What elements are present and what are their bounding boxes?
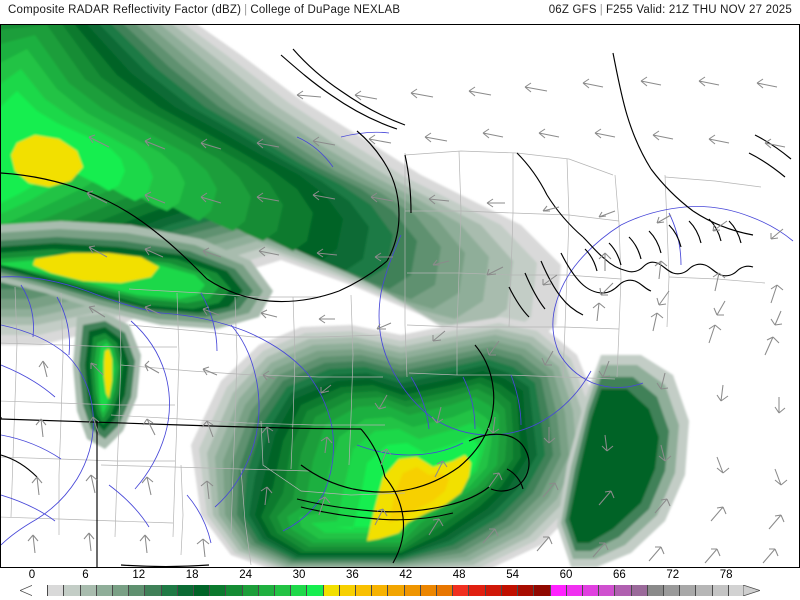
colorbar-segment[interactable] xyxy=(680,585,697,596)
colorbar-segment[interactable] xyxy=(615,585,632,596)
colorbar-tick-label: 30 xyxy=(292,569,306,581)
colorbar-tick-label: 72 xyxy=(666,569,680,581)
colorbar-segment[interactable] xyxy=(534,585,551,596)
colorbar-segment[interactable] xyxy=(145,585,162,596)
data-source-label: College of DuPage NEXLAB xyxy=(250,4,401,16)
colorbar-segment[interactable] xyxy=(712,585,729,596)
wind-vector-layer xyxy=(27,76,788,564)
colorbar-segment[interactable] xyxy=(501,585,519,596)
colorbar-segment[interactable] xyxy=(372,585,389,596)
colorbar-tick-label: 60 xyxy=(559,569,573,581)
colorbar-segment[interactable] xyxy=(582,585,600,596)
colorbar-segment[interactable] xyxy=(550,585,567,596)
colorbar-segment[interactable] xyxy=(291,585,308,596)
colorbar-segment[interactable] xyxy=(728,585,744,596)
forecast-valid-label: F255 Valid: 21Z THU NOV 27 2025 xyxy=(605,4,792,16)
colorbar-segment[interactable] xyxy=(242,585,259,596)
colorbar-segment[interactable] xyxy=(80,585,97,596)
colorbar-segment[interactable] xyxy=(420,585,438,596)
colorbar-segment[interactable] xyxy=(194,585,211,596)
colorbar-segment[interactable] xyxy=(453,585,470,596)
colorbar-tick-label: 66 xyxy=(612,569,626,581)
colorbar-segment[interactable] xyxy=(177,585,195,596)
colorbar-tick-label: 18 xyxy=(185,569,199,581)
colorbar-segment[interactable] xyxy=(696,585,713,596)
colorbar-segment[interactable] xyxy=(48,585,65,596)
colorbar-tick-label: 6 xyxy=(82,569,89,581)
reflectivity-contour-layer xyxy=(1,25,689,567)
colorbar-segments[interactable] xyxy=(32,585,744,596)
colorbar-segment[interactable] xyxy=(32,585,49,596)
colorbar-extend-right-arrow xyxy=(743,585,760,596)
colorbar-segment[interactable] xyxy=(663,585,681,596)
colorbar-segment[interactable] xyxy=(599,585,616,596)
contour-band-36dbz-core xyxy=(33,253,159,283)
colorbar-segment[interactable] xyxy=(275,585,292,596)
colorbar-segment[interactable] xyxy=(323,585,340,596)
colorbar-segment[interactable] xyxy=(485,585,502,596)
contour-36dbz-core-a xyxy=(11,135,83,187)
colorbar-segment[interactable] xyxy=(113,585,130,596)
state-border-layer xyxy=(1,48,792,567)
model-run-label: 06Z GFS xyxy=(548,4,597,16)
page-title: Composite RADAR Reflectivity Factor (dBZ… xyxy=(8,4,242,16)
colorbar-tick-label: 24 xyxy=(239,569,252,581)
colorbar-segment[interactable] xyxy=(356,585,373,596)
colorbar-segment[interactable] xyxy=(307,585,324,596)
colorbar-segment[interactable] xyxy=(226,585,243,596)
colorbar-segment[interactable] xyxy=(631,585,648,596)
colorbar-segment[interactable] xyxy=(339,585,357,596)
header-left-group: Composite RADAR Reflectivity Factor (dBZ… xyxy=(8,4,400,16)
colorbar-segment[interactable] xyxy=(96,585,114,596)
colorbar-segment[interactable] xyxy=(388,585,405,596)
contour-streak-36dbz-core xyxy=(104,349,112,399)
map-frame[interactable] xyxy=(0,24,800,568)
colorbar: 0 6 12 18 24 30 36 42 48 54 60 66 72 78 xyxy=(0,568,800,600)
colorbar-segment[interactable] xyxy=(404,585,421,596)
colorbar-segment[interactable] xyxy=(469,585,486,596)
colorbar-segment[interactable] xyxy=(210,585,227,596)
colorbar-segment[interactable] xyxy=(437,585,454,596)
colorbar-segment[interactable] xyxy=(161,585,178,596)
colorbar-segment[interactable] xyxy=(518,585,535,596)
colorbar-segment[interactable] xyxy=(258,585,276,596)
map-canvas[interactable] xyxy=(1,25,799,567)
colorbar-tick-label: 42 xyxy=(399,569,413,581)
header-right-group: 06Z GFS | F255 Valid: 21Z THU NOV 27 2025 xyxy=(549,4,792,16)
colorbar-tick-label: 48 xyxy=(452,569,466,581)
colorbar-tick-label: 54 xyxy=(506,569,519,581)
colorbar-segment[interactable] xyxy=(566,585,583,596)
colorbar-segment[interactable] xyxy=(64,585,81,596)
colorbar-extend-left-arrow xyxy=(20,585,33,596)
colorbar-tick-label: 36 xyxy=(345,569,359,581)
header-separator-right: | xyxy=(599,4,603,16)
header-bar: Composite RADAR Reflectivity Factor (dBZ… xyxy=(0,0,800,24)
colorbar-segment[interactable] xyxy=(647,585,664,596)
colorbar-tick-label: 12 xyxy=(132,569,146,581)
colorbar-tick-labels: 0 6 12 18 24 30 36 42 48 54 60 66 72 78 xyxy=(0,568,800,583)
colorbar-segment[interactable] xyxy=(129,585,146,596)
river-layer xyxy=(1,131,794,546)
colorbar-tick-label: 0 xyxy=(28,569,36,581)
colorbar-tick-label: 78 xyxy=(719,569,733,581)
contour-gulfmaine-20dbz xyxy=(569,389,659,543)
header-separator-left: | xyxy=(244,4,248,16)
